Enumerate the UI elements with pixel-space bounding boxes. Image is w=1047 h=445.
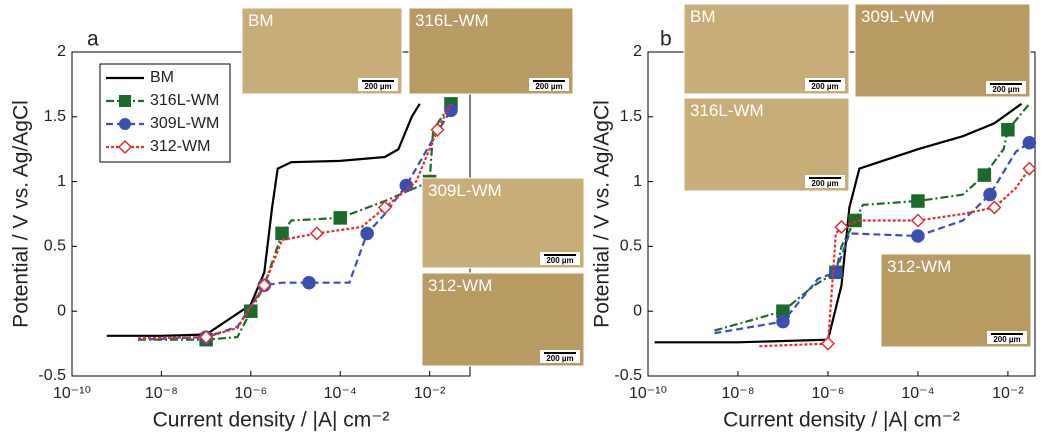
x-axis-label: Current density / |A| cm⁻² (153, 409, 390, 432)
x-tick-label: 10⁻⁸ (721, 385, 754, 402)
y-tick-label: 1 (57, 173, 66, 190)
panel-label: b (660, 28, 672, 51)
curve (137, 109, 452, 341)
marker (911, 229, 925, 243)
y-tick-label: 0 (633, 302, 642, 319)
y-tick-label: 1 (633, 173, 642, 190)
y-tick-label: 0.5 (44, 238, 66, 255)
marker (302, 275, 316, 290)
legend-label: BM (150, 69, 174, 86)
legend-label: 312-WM (150, 138, 210, 155)
x-tick-label: 10⁻² (992, 385, 1024, 402)
inset-label: 309L-WM (428, 181, 502, 200)
marker (257, 278, 272, 293)
marker (199, 330, 214, 345)
legend-marker (119, 118, 131, 130)
y-tick-label: 2 (633, 43, 642, 60)
marker (275, 226, 289, 241)
marker (399, 178, 414, 193)
marker (333, 211, 347, 225)
marker (834, 219, 849, 235)
x-tick-label: 10⁻⁴ (324, 385, 357, 402)
panel-label: a (87, 28, 99, 51)
marker (820, 336, 836, 351)
x-tick-label: 10⁻⁸ (145, 385, 178, 402)
inset-label: 312-WM (887, 257, 951, 276)
marker (911, 194, 925, 208)
y-tick-label: 1.5 (620, 108, 642, 125)
x-tick-label: 10⁻⁶ (812, 385, 845, 402)
scale-label: 200 µm (811, 179, 838, 188)
scale-label: 200 µm (993, 335, 1020, 344)
scale-label: 200 µm (992, 85, 1019, 94)
y-tick-label: -0.5 (38, 367, 66, 384)
legend-label: 309L-WM (150, 115, 219, 132)
inset-label: BM (690, 7, 716, 26)
marker (444, 103, 458, 118)
y-tick-label: 0.5 (620, 238, 642, 255)
inset-label: 312-WM (428, 276, 492, 295)
y-tick-label: -0.5 (614, 367, 642, 384)
curve (759, 167, 1031, 348)
inset-label: BM (248, 11, 274, 30)
marker (1001, 123, 1015, 137)
x-tick-label: 10⁻² (414, 385, 446, 402)
marker (360, 226, 374, 241)
marker (776, 314, 790, 329)
legend-marker (117, 139, 133, 155)
marker (1022, 135, 1037, 150)
curve (714, 141, 1031, 335)
marker (910, 213, 925, 228)
scale-label: 200 µm (811, 82, 838, 91)
marker (987, 200, 1002, 215)
x-tick-label: 10⁻⁴ (901, 385, 934, 402)
marker (983, 187, 997, 202)
y-axis-label: Potential / V vs. Ag/AgCl (591, 100, 614, 328)
scale-label: 200 µm (364, 82, 391, 91)
marker (977, 168, 992, 182)
marker (309, 226, 324, 241)
curve (714, 103, 1031, 332)
legend-label: 316L-WM (150, 92, 219, 109)
x-tick-label: 10⁻¹⁰ (53, 385, 91, 402)
inset-label: 316L-WM (690, 101, 764, 120)
scale-label: 200 µm (546, 256, 573, 265)
x-tick-label: 10⁻¹⁰ (629, 385, 667, 402)
y-tick-label: 1.5 (44, 108, 66, 125)
legend-marker (119, 95, 131, 107)
scale-label: 200 µm (546, 354, 573, 363)
y-axis-label: Potential / V vs. Ag/AgCl (10, 100, 33, 328)
marker (1022, 161, 1037, 176)
curve (654, 102, 1023, 344)
scale-label: 200 µm (535, 82, 562, 91)
marker (430, 122, 445, 137)
y-tick-label: 0 (57, 302, 66, 319)
inset-label: 309L-WM (861, 7, 935, 26)
marker (848, 213, 862, 228)
x-axis-label: Current density / |A| cm⁻² (723, 409, 960, 432)
inset-label: 316L-WM (415, 11, 489, 30)
y-tick-label: 2 (57, 43, 66, 60)
marker (829, 265, 843, 280)
x-tick-label: 10⁻⁶ (234, 385, 267, 402)
marker (377, 200, 392, 215)
